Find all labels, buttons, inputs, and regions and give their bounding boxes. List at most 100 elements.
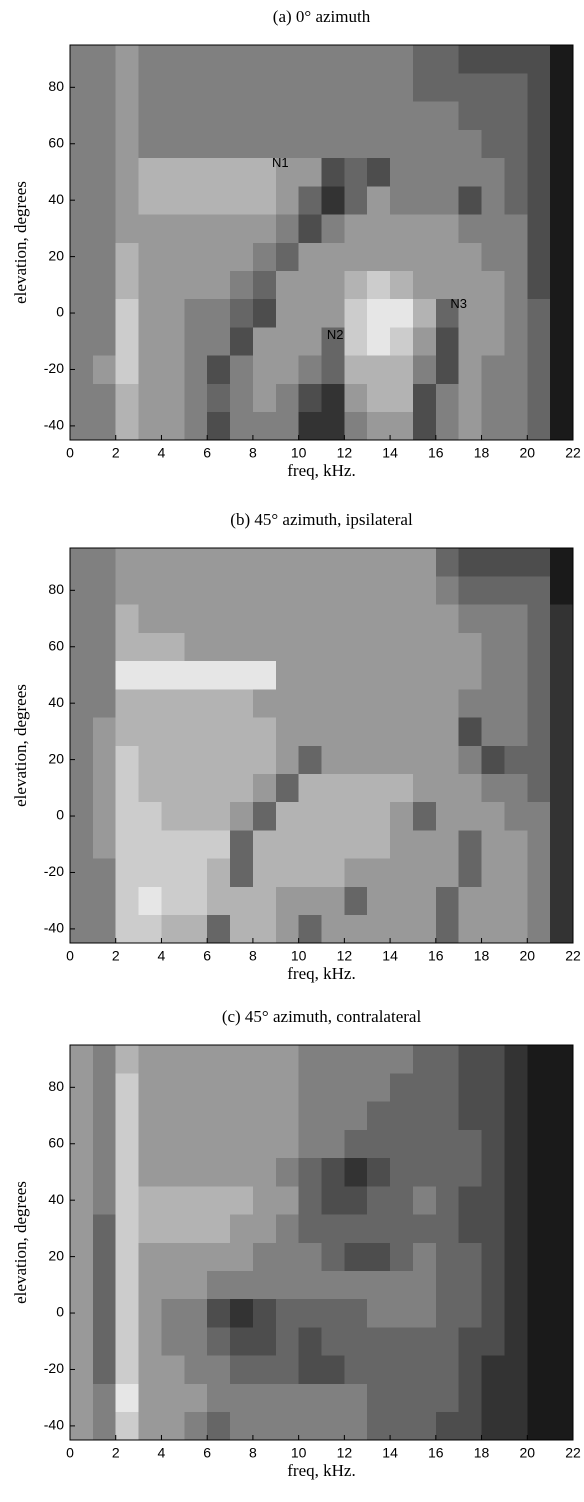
- heatmap-cell: [435, 1045, 459, 1074]
- heatmap-cell: [390, 858, 414, 887]
- heatmap-cell: [321, 411, 345, 441]
- heatmap-cell: [161, 1355, 185, 1384]
- heatmap-cell: [435, 914, 459, 944]
- heatmap-cell: [412, 689, 437, 718]
- heatmap-cell: [344, 914, 368, 944]
- heatmap-cell: [230, 186, 254, 215]
- heatmap-cell: [390, 1383, 414, 1413]
- heatmap-cell: [298, 858, 322, 887]
- y-axis-label: elevation, degrees: [11, 1181, 30, 1304]
- heatmap-cell: [321, 355, 345, 384]
- heatmap-cell: [207, 1242, 231, 1272]
- heatmap-cell: [435, 411, 459, 441]
- heatmap-cell: [550, 576, 574, 605]
- heatmap-cell: [161, 1383, 185, 1413]
- heatmap-cell: [550, 129, 574, 159]
- heatmap-cell: [367, 1045, 391, 1074]
- heatmap-cell: [207, 101, 231, 130]
- heatmap-cell: [504, 270, 528, 300]
- heatmap-cell: [527, 129, 551, 159]
- heatmap-cell: [70, 858, 94, 887]
- heatmap-cell: [390, 1298, 414, 1328]
- heatmap-cell: [481, 1214, 505, 1243]
- heatmap-cell: [92, 858, 117, 887]
- heatmap-cell: [184, 717, 208, 746]
- heatmap-cell: [390, 886, 414, 916]
- heatmap-cell: [70, 411, 94, 441]
- heatmap-cell: [344, 604, 368, 633]
- heatmap-cell: [252, 1129, 277, 1159]
- heatmap-cell: [207, 1214, 231, 1243]
- heatmap-cell: [367, 157, 391, 187]
- heatmap-cell: [275, 689, 299, 718]
- heatmap-cell: [527, 773, 551, 803]
- heatmap-cell: [252, 1383, 277, 1413]
- heatmap-cell: [481, 242, 505, 272]
- heatmap-cell: [138, 632, 162, 662]
- heatmap-cell: [527, 1411, 551, 1441]
- heatmap-cell: [527, 1101, 551, 1130]
- heatmap-cell: [527, 886, 551, 916]
- heatmap-cell: [321, 327, 345, 356]
- heatmap-cell: [321, 914, 345, 944]
- heatmap-cell: [275, 1129, 299, 1159]
- heatmap-cell: [390, 1045, 414, 1074]
- heatmap-cell: [161, 1298, 185, 1328]
- heatmap-cell: [390, 1186, 414, 1215]
- heatmap-cell: [138, 548, 162, 577]
- heatmap-cell: [115, 1242, 139, 1272]
- heatmap-cell: [367, 886, 391, 916]
- heatmap-cell: [367, 214, 391, 243]
- x-tick-label: 4: [158, 1445, 166, 1461]
- heatmap-cell: [527, 327, 551, 356]
- heatmap-cell: [550, 157, 574, 187]
- heatmap-cell: [70, 1101, 94, 1130]
- heatmap-cell: [435, 298, 459, 328]
- heatmap-cell: [344, 1045, 368, 1074]
- x-tick-label: 22: [565, 1445, 581, 1461]
- heatmap-cell: [504, 773, 528, 803]
- heatmap-cell: [252, 914, 277, 944]
- heatmap-cell: [321, 101, 345, 130]
- heatmap-cell: [412, 73, 437, 102]
- heatmap-cell: [70, 745, 94, 775]
- heatmap-cell: [550, 1129, 574, 1159]
- heatmap-cell: [458, 1242, 482, 1272]
- heatmap-cell: [161, 548, 185, 577]
- heatmap-cell: [70, 548, 94, 577]
- heatmap-cell: [92, 383, 117, 413]
- heatmap-cell: [207, 411, 231, 441]
- heatmap-cell: [92, 129, 117, 159]
- heatmap-cell: [412, 214, 437, 243]
- heatmap-cell: [367, 298, 391, 328]
- heatmap-cell: [481, 411, 505, 441]
- heatmap-cell: [138, 186, 162, 215]
- heatmap-cell: [115, 1101, 139, 1130]
- heatmap-cell: [390, 801, 414, 831]
- heatmap-cell: [298, 73, 322, 102]
- heatmap-cell: [275, 157, 299, 187]
- heatmap-cell: [252, 858, 277, 887]
- heatmap-cell: [70, 604, 94, 633]
- heatmap-cell: [298, 1355, 322, 1384]
- heatmap-cell: [138, 1242, 162, 1272]
- heatmap-cell: [161, 327, 185, 356]
- heatmap-cell: [161, 1186, 185, 1215]
- heatmap-cell: [321, 1383, 345, 1413]
- y-tick-label: 40: [48, 191, 64, 207]
- heatmap-cell: [504, 327, 528, 356]
- heatmap-cell: [275, 45, 299, 74]
- heatmap-cell: [435, 1355, 459, 1384]
- heatmap-cell: [115, 214, 139, 243]
- heatmap-cell: [481, 660, 505, 690]
- heatmap-cell: [230, 830, 254, 859]
- heatmap-cell: [161, 355, 185, 384]
- heatmap-cell: [412, 773, 437, 803]
- heatmap-cell: [412, 1355, 437, 1384]
- heatmap-cell: [207, 327, 231, 356]
- heatmap-cell: [412, 1073, 437, 1102]
- heatmap-cell: [458, 801, 482, 831]
- heatmap-cell: [92, 1383, 117, 1413]
- heatmap-cell: [550, 1298, 574, 1328]
- heatmap-cell: [458, 270, 482, 300]
